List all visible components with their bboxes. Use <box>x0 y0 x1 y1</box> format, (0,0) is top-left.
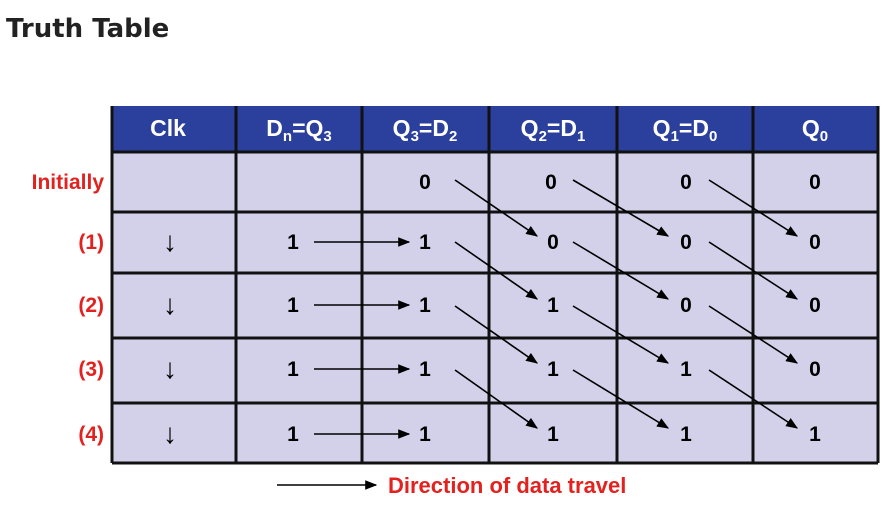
header-dn-q3: Dn=Q3 <box>266 115 331 145</box>
shift-arrow <box>708 179 799 237</box>
row-label-1: (1) <box>78 231 104 254</box>
cell-q0: 0 <box>809 294 821 317</box>
shift-arrow <box>572 305 670 364</box>
cell-dn: 1 <box>287 423 299 446</box>
header-clk: Clk <box>150 115 186 141</box>
clock-arrow-icon: ↓ <box>163 226 177 257</box>
cell-q1: 0 <box>680 294 692 317</box>
cell-q3: 1 <box>419 423 431 446</box>
row-label-3: (3) <box>78 358 104 381</box>
clock-arrow-icon: ↓ <box>163 353 177 384</box>
body-band <box>112 152 878 463</box>
cell-q0: 1 <box>809 423 821 446</box>
cell-q0: 0 <box>809 358 821 381</box>
cell-q1: 0 <box>680 171 692 194</box>
cell-q1: 0 <box>680 231 692 254</box>
cell-q1: 1 <box>680 423 692 446</box>
cell-q2: 1 <box>547 358 559 381</box>
shift-arrow <box>454 369 538 429</box>
cell-dn: 1 <box>287 294 299 317</box>
header-band <box>112 106 878 152</box>
header-q0: Q0 <box>802 115 828 145</box>
cell-q1: 1 <box>680 358 692 381</box>
cell-dn: 1 <box>287 231 299 254</box>
cell-q2: 1 <box>547 294 559 317</box>
shift-arrow <box>572 241 670 300</box>
header-q3-d2: Q3=D2 <box>393 115 458 145</box>
cell-q2: 1 <box>547 423 559 446</box>
shift-arrow <box>572 369 670 429</box>
shift-arrows <box>454 179 799 429</box>
shift-arrow <box>454 241 538 300</box>
cell-q3: 1 <box>419 358 431 381</box>
cell-q3: 0 <box>419 171 431 194</box>
row-label-2: (2) <box>78 294 104 317</box>
cell-q2: 0 <box>545 171 557 194</box>
clock-arrow-icon: ↓ <box>163 289 177 320</box>
row-label-initially: Initially <box>32 171 105 194</box>
page-title: Truth Table <box>6 14 170 44</box>
cell-q3: 1 <box>419 231 431 254</box>
grid-lines <box>110 106 880 465</box>
cell-q0: 0 <box>809 171 821 194</box>
shift-arrow <box>454 179 538 237</box>
row-label-4: (4) <box>78 423 104 446</box>
header-q1-d0: Q1=D0 <box>653 115 718 145</box>
cell-dn: 1 <box>287 358 299 381</box>
shift-arrow <box>708 369 799 429</box>
load-arrows <box>314 237 411 439</box>
cell-q0: 0 <box>809 231 821 254</box>
shift-arrow <box>454 305 538 364</box>
cell-q3: 1 <box>419 294 431 317</box>
header-q2-d1: Q2=D1 <box>521 115 586 145</box>
shift-arrow <box>708 305 799 364</box>
clock-arrow-icon: ↓ <box>163 418 177 449</box>
shift-arrow <box>572 179 670 237</box>
shift-arrow <box>708 241 799 300</box>
cell-q2: 0 <box>547 231 559 254</box>
direction-caption: Direction of data travel <box>388 473 626 498</box>
